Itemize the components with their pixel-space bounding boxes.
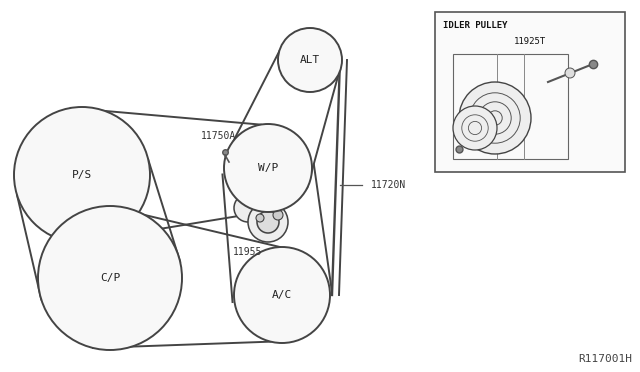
Circle shape (14, 107, 150, 243)
Text: 11720N: 11720N (371, 180, 406, 190)
Circle shape (257, 211, 279, 233)
Text: IDLER PULLEY: IDLER PULLEY (443, 22, 508, 31)
Text: 11925T: 11925T (514, 38, 546, 46)
Text: P/S: P/S (72, 170, 92, 180)
Circle shape (459, 82, 531, 154)
Text: 11750A: 11750A (200, 131, 236, 141)
FancyBboxPatch shape (453, 54, 568, 159)
Circle shape (248, 202, 288, 242)
Circle shape (250, 195, 260, 205)
Text: R117001H: R117001H (578, 354, 632, 364)
Circle shape (38, 206, 182, 350)
FancyBboxPatch shape (435, 12, 625, 172)
Circle shape (453, 106, 497, 150)
Circle shape (234, 247, 330, 343)
Text: ALT: ALT (300, 55, 320, 65)
Text: 11955: 11955 (234, 247, 262, 257)
Circle shape (224, 124, 312, 212)
Circle shape (256, 214, 264, 222)
Text: A/C: A/C (272, 290, 292, 300)
Circle shape (565, 68, 575, 78)
Text: W/P: W/P (258, 163, 278, 173)
Circle shape (234, 194, 262, 222)
Circle shape (278, 28, 342, 92)
Text: C/P: C/P (100, 273, 120, 283)
Circle shape (273, 210, 283, 220)
